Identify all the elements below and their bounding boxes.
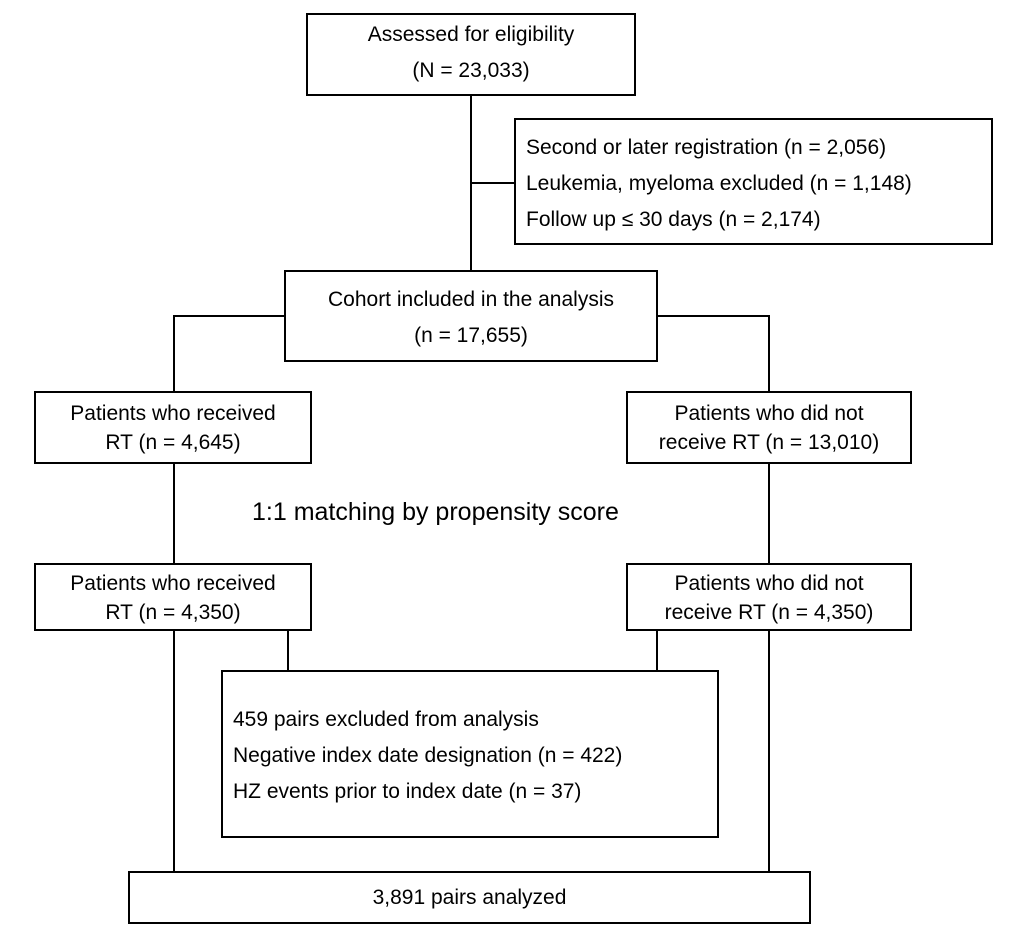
pair-exclusion-item: 459 pairs excluded from analysis [233, 708, 539, 731]
matching-label: 1:1 matching by propensity score [252, 498, 619, 526]
exclusion-item: Follow up ≤ 30 days (n = 2,174) [526, 208, 821, 231]
eligibility-count: (N = 23,033) [412, 59, 530, 82]
no-rt-before-label: Patients who did not [674, 402, 864, 425]
cohort-label: Cohort included in the analysis [327, 288, 614, 311]
final-pairs-label: 3,891 pairs analyzed [372, 886, 567, 909]
rt-after-count: RT (n = 4,350) [105, 601, 241, 624]
connector-cohort-nort [658, 315, 770, 391]
no-rt-after-count: receive RT (n = 4,350) [664, 601, 874, 624]
initial-exclusions-box: Second or later registration (n = 2,056)… [514, 118, 993, 245]
connector-cohort-rt [173, 315, 284, 391]
pair-exclusions-box: 459 pairs excluded from analysis Negativ… [221, 670, 719, 838]
no-rt-before-count: receive RT (n = 13,010) [658, 431, 880, 454]
no-rt-after-matching-box: Patients who did not receive RT (n = 4,3… [626, 563, 912, 631]
eligibility-box: Assessed for eligibility (N = 23,033) [306, 13, 636, 96]
final-pairs-box: 3,891 pairs analyzed [128, 871, 811, 924]
eligibility-label: Assessed for eligibility [367, 23, 575, 46]
pair-exclusion-item: HZ events prior to index date (n = 37) [233, 780, 582, 803]
rt-after-matching-box: Patients who received RT (n = 4,350) [34, 563, 312, 631]
exclusion-item: Leukemia, myeloma excluded (n = 1,148) [526, 172, 912, 195]
rt-after-label: Patients who received [70, 572, 276, 595]
rt-before-label: Patients who received [70, 402, 276, 425]
rt-before-count: RT (n = 4,645) [105, 431, 241, 454]
cohort-count: (n = 17,655) [414, 324, 528, 347]
rt-before-matching-box: Patients who received RT (n = 4,645) [34, 391, 312, 464]
no-rt-after-label: Patients who did not [674, 572, 864, 595]
cohort-box: Cohort included in the analysis (n = 17,… [284, 270, 658, 362]
pair-exclusion-item: Negative index date designation (n = 422… [233, 744, 623, 767]
no-rt-before-matching-box: Patients who did not receive RT (n = 13,… [626, 391, 912, 464]
exclusion-item: Second or later registration (n = 2,056) [526, 136, 887, 159]
